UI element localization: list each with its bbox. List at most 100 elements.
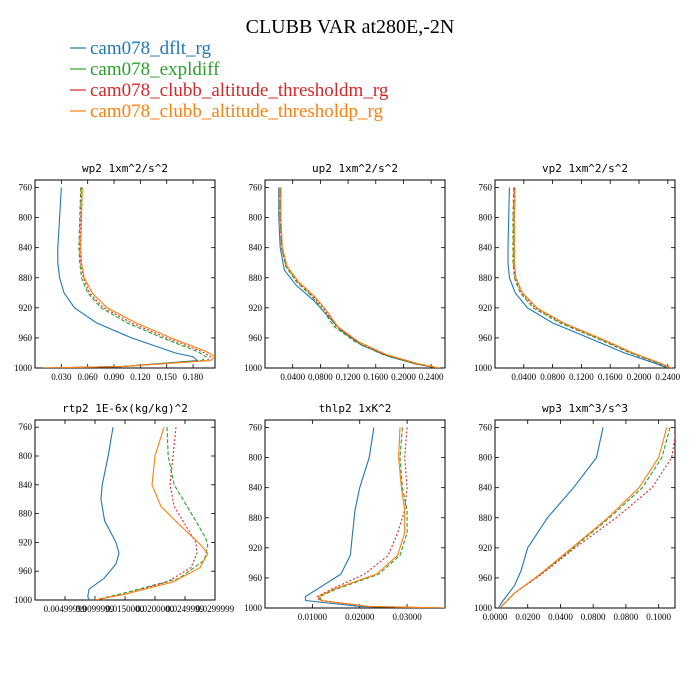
x-tick-label: 0.0800 bbox=[308, 372, 333, 382]
x-tick-label: 0.0800 bbox=[540, 372, 565, 382]
panel-title: up2 1xm^2/s^2 bbox=[312, 162, 398, 175]
y-tick-label: 920 bbox=[479, 543, 493, 553]
x-tick-label: 0.02000 bbox=[345, 612, 375, 622]
series-line-cam078_clubb_altitude_thresholdm_rg bbox=[279, 187, 439, 368]
panel-title: wp2 1xm^2/s^2 bbox=[82, 162, 168, 175]
y-tick-label: 760 bbox=[19, 183, 33, 193]
y-tick-label: 920 bbox=[249, 303, 263, 313]
legend-label-thresholdp: cam078_clubb_altitude_thresholdp_rg bbox=[90, 101, 384, 122]
legend: cam078_dflt_rg cam078_expldiff cam078_cl… bbox=[70, 38, 389, 122]
series-line-cam078_dflt_rg bbox=[304, 427, 445, 608]
x-tick-label: 0.2400 bbox=[655, 372, 680, 382]
y-tick-label: 1000 bbox=[14, 363, 33, 373]
y-tick-label: 1000 bbox=[14, 595, 33, 605]
x-tick-label: 0.1200 bbox=[569, 372, 594, 382]
y-tick-label: 800 bbox=[479, 453, 493, 463]
panel-title: wp3 1xm^3/s^3 bbox=[542, 402, 628, 415]
x-tick-label: 0.2000 bbox=[391, 372, 416, 382]
legend-label-thresholdm: cam078_clubb_altitude_thresholdm_rg bbox=[90, 80, 389, 101]
y-tick-label: 1000 bbox=[474, 363, 493, 373]
y-tick-label: 960 bbox=[479, 573, 493, 583]
y-tick-label: 920 bbox=[19, 537, 33, 547]
y-tick-label: 840 bbox=[479, 483, 493, 493]
series-line-cam078_clubb_altitude_thresholdp_rg bbox=[317, 427, 445, 608]
y-tick-label: 960 bbox=[479, 333, 493, 343]
y-tick-label: 800 bbox=[249, 213, 263, 223]
plot-frame bbox=[264, 179, 446, 369]
x-tick-label: 0.120 bbox=[130, 372, 151, 382]
x-tick-label: 0.030 bbox=[51, 372, 72, 382]
panel-title: thlp2 1xK^2 bbox=[319, 402, 392, 415]
series-line-cam078_clubb_altitude_thresholdm_rg bbox=[316, 427, 445, 608]
y-tick-label: 960 bbox=[249, 333, 263, 343]
y-tick-label: 920 bbox=[19, 303, 33, 313]
series-line-cam078_clubb_altitude_thresholdm_rg bbox=[43, 187, 212, 368]
panels: wp2 1xm^2/s^2 760 800 840 880 920 960 1000 0.030… bbox=[14, 162, 681, 622]
y-tick-label: 880 bbox=[249, 513, 263, 523]
series-line-cam078_dflt_rg bbox=[87, 427, 120, 600]
panel-title: vp2 1xm^2/s^2 bbox=[542, 162, 628, 175]
y-tick-label: 760 bbox=[479, 183, 493, 193]
y-tick-label: 760 bbox=[249, 183, 263, 193]
panel-5: thlp2 1xK^2 760 800 840 880 920 960 1000 0.01000… bbox=[244, 402, 446, 622]
x-tick-label: 0.0200000 bbox=[136, 604, 175, 614]
panel-3: vp2 1xm^2/s^2 760 800 840 880 920 960 1000 0.040… bbox=[474, 162, 681, 382]
x-tick-label: 0.150 bbox=[157, 372, 178, 382]
series-line-cam078_dflt_rg bbox=[497, 427, 604, 608]
series-line-cam078_dflt_rg bbox=[278, 187, 439, 368]
y-tick-label: 760 bbox=[19, 422, 33, 432]
x-tick-label: 0.2400 bbox=[419, 372, 444, 382]
y-tick-label: 800 bbox=[19, 213, 33, 223]
legend-label-expldiff: cam078_expldiff bbox=[90, 59, 220, 80]
y-tick-label: 880 bbox=[479, 273, 493, 283]
x-tick-label: 0.0800 bbox=[581, 612, 606, 622]
x-tick-label: 0.0299999 bbox=[196, 604, 235, 614]
y-tick-label: 1000 bbox=[474, 603, 493, 613]
panel-4: rtp2 1E-6x(kg/kg)^2 760 800 840 880 920 960 100… bbox=[14, 402, 235, 614]
x-tick-label: 0.060 bbox=[78, 372, 99, 382]
x-tick-label: 0.180 bbox=[183, 372, 204, 382]
y-tick-label: 760 bbox=[249, 423, 263, 433]
x-tick-label: 0.0200 bbox=[515, 612, 540, 622]
x-tick-label: 0.0400 bbox=[280, 372, 305, 382]
y-tick-label: 760 bbox=[479, 423, 493, 433]
series-line-cam078_clubb_altitude_thresholdp_rg bbox=[43, 187, 215, 368]
series-line-cam078_dflt_rg bbox=[507, 187, 668, 368]
y-tick-label: 880 bbox=[19, 273, 33, 283]
panel-6: wp3 1xm^3/s^3 760 800 840 880 920 960 10000.000… bbox=[474, 402, 676, 622]
panel-1: wp2 1xm^2/s^2 760 800 840 880 920 960 1000 0.030… bbox=[14, 162, 216, 382]
x-tick-label: 0.1200 bbox=[336, 372, 361, 382]
series-line-cam078_clubb_altitude_thresholdp_rg bbox=[499, 427, 668, 608]
y-tick-label: 840 bbox=[19, 480, 33, 490]
y-tick-label: 960 bbox=[249, 573, 263, 583]
y-tick-label: 1000 bbox=[244, 363, 263, 373]
y-tick-label: 840 bbox=[479, 243, 493, 253]
plot-frame bbox=[494, 179, 676, 369]
series-line-cam078_clubb_altitude_thresholdp_rg bbox=[513, 187, 672, 368]
plot-frame bbox=[34, 419, 216, 601]
series-line-cam078_expldiff bbox=[94, 427, 209, 600]
x-tick-label: 0.0400 bbox=[548, 612, 573, 622]
legend-label-dflt: cam078_dflt_rg bbox=[90, 38, 212, 59]
series-line-cam078_clubb_altitude_thresholdm_rg bbox=[499, 433, 675, 608]
y-tick-label: 960 bbox=[19, 566, 33, 576]
x-tick-label: 0.1600 bbox=[598, 372, 623, 382]
series-line-cam078_clubb_altitude_thresholdp_rg bbox=[94, 427, 209, 600]
y-tick-label: 840 bbox=[19, 243, 33, 253]
x-tick-label: 0.1600 bbox=[363, 372, 388, 382]
y-tick-label: 920 bbox=[249, 543, 263, 553]
panel-2: up2 1xm^2/s^2 760 800 840 880 920 960 1000 0.040… bbox=[244, 162, 446, 382]
y-tick-label: 840 bbox=[249, 243, 263, 253]
x-tick-label: 0.2000 bbox=[627, 372, 652, 382]
y-tick-label: 920 bbox=[479, 303, 493, 313]
x-tick-label: 0.090 bbox=[104, 372, 125, 382]
figure-title: CLUBB VAR at280E,-2N bbox=[246, 16, 455, 38]
plot-frame bbox=[494, 419, 676, 609]
x-tick-label: 0.0099999 bbox=[76, 604, 115, 614]
x-tick-label: 0.0249999 bbox=[166, 604, 205, 614]
y-tick-label: 880 bbox=[19, 509, 33, 519]
x-tick-label: 0.03000 bbox=[392, 612, 422, 622]
x-tick-label: 0.0000 bbox=[483, 612, 508, 622]
series-line-cam078_clubb_altitude_thresholdm_rg bbox=[513, 187, 671, 368]
